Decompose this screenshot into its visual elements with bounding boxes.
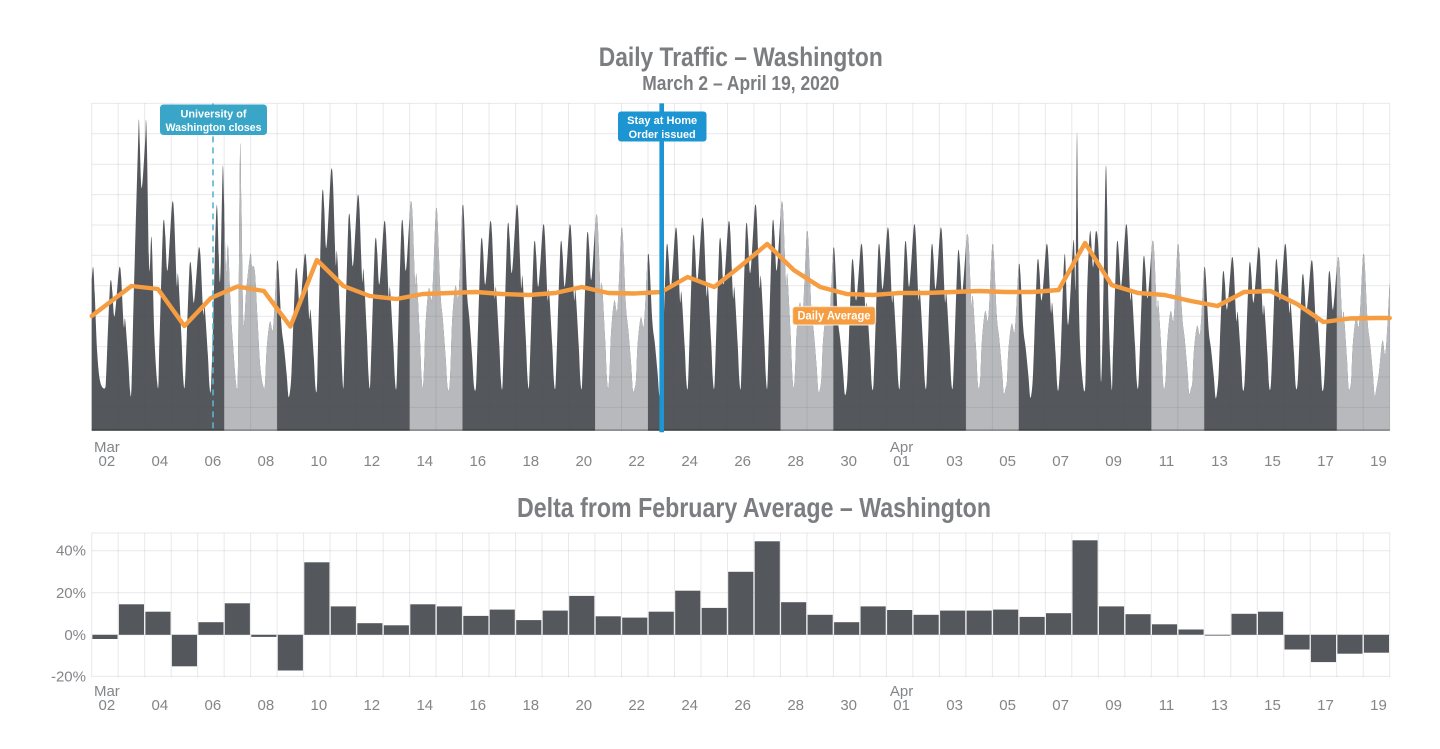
svg-text:10: 10 (311, 453, 328, 470)
svg-text:17: 17 (1317, 453, 1334, 470)
svg-text:Mar: Mar (94, 683, 120, 700)
svg-text:26: 26 (734, 697, 751, 714)
svg-text:19: 19 (1370, 453, 1387, 470)
svg-text:Order issued: Order issued (629, 129, 696, 141)
svg-text:03: 03 (946, 697, 963, 714)
svg-text:Stay at Home: Stay at Home (627, 115, 697, 127)
svg-text:11: 11 (1159, 697, 1175, 714)
svg-text:26: 26 (734, 453, 751, 470)
svg-text:Apr: Apr (890, 683, 913, 700)
svg-text:07: 07 (1052, 697, 1069, 714)
svg-text:19: 19 (1370, 697, 1387, 714)
svg-text:20: 20 (575, 453, 592, 470)
svg-text:15: 15 (1264, 453, 1281, 470)
svg-text:22: 22 (628, 453, 645, 470)
svg-text:06: 06 (205, 453, 222, 470)
svg-text:13: 13 (1211, 453, 1228, 470)
svg-text:30: 30 (840, 697, 857, 714)
svg-text:-20%: -20% (51, 668, 86, 685)
svg-text:28: 28 (787, 453, 804, 470)
svg-text:22: 22 (628, 697, 645, 714)
svg-text:04: 04 (152, 453, 169, 470)
svg-text:09: 09 (1105, 697, 1122, 714)
svg-text:17: 17 (1317, 697, 1334, 714)
svg-text:0%: 0% (64, 627, 86, 644)
svg-text:12: 12 (363, 697, 380, 714)
svg-text:Washington closes: Washington closes (166, 122, 262, 134)
svg-text:Delta from February Average –: Delta from February Average – Washington (517, 492, 991, 523)
svg-text:18: 18 (522, 453, 539, 470)
svg-text:01: 01 (893, 697, 910, 714)
svg-text:20%: 20% (56, 585, 86, 602)
svg-text:16: 16 (469, 697, 486, 714)
svg-text:Daily Traffic – Washington: Daily Traffic – Washington (599, 42, 883, 72)
svg-text:06: 06 (205, 697, 222, 714)
svg-text:04: 04 (152, 697, 169, 714)
svg-text:Mar: Mar (94, 439, 120, 456)
svg-text:16: 16 (469, 453, 486, 470)
svg-text:02: 02 (99, 453, 116, 470)
svg-text:13: 13 (1211, 697, 1228, 714)
svg-text:28: 28 (787, 697, 804, 714)
svg-text:08: 08 (258, 453, 275, 470)
svg-text:24: 24 (681, 453, 698, 470)
svg-text:05: 05 (999, 697, 1016, 714)
svg-text:20: 20 (575, 697, 592, 714)
svg-text:01: 01 (893, 453, 910, 470)
svg-text:30: 30 (840, 453, 857, 470)
svg-text:14: 14 (416, 453, 433, 470)
svg-text:15: 15 (1264, 697, 1281, 714)
svg-text:02: 02 (99, 697, 116, 714)
svg-text:University of: University of (181, 109, 247, 121)
svg-text:14: 14 (416, 697, 433, 714)
svg-text:12: 12 (363, 453, 380, 470)
svg-text:07: 07 (1052, 453, 1069, 470)
svg-text:08: 08 (258, 697, 275, 714)
svg-text:Apr: Apr (890, 439, 913, 456)
svg-text:05: 05 (999, 453, 1016, 470)
svg-text:Daily Average: Daily Average (798, 311, 871, 323)
svg-text:11: 11 (1159, 453, 1175, 470)
svg-text:10: 10 (311, 697, 328, 714)
svg-text:18: 18 (522, 697, 539, 714)
svg-text:40%: 40% (56, 543, 86, 560)
svg-text:24: 24 (681, 697, 698, 714)
svg-text:March 2 – April 19, 2020: March 2 – April 19, 2020 (642, 73, 839, 95)
svg-text:03: 03 (946, 453, 963, 470)
svg-text:09: 09 (1105, 453, 1122, 470)
